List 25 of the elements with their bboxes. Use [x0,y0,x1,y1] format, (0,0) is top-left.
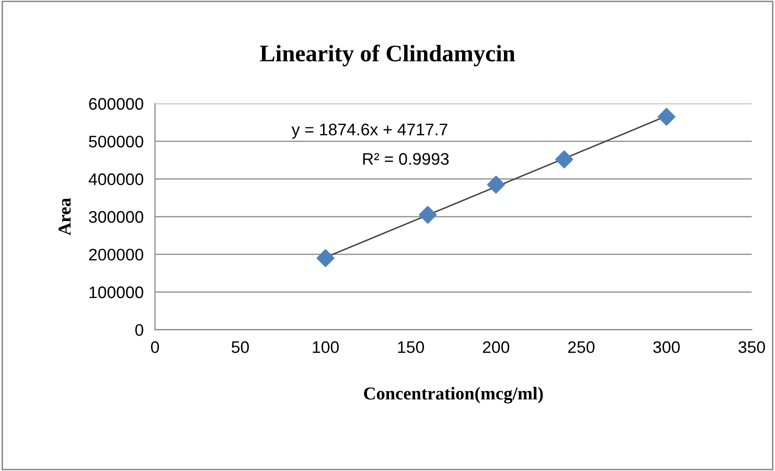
x-tick-label: 300 [653,341,680,354]
x-axis-title: Concentration(mcg/ml) [364,386,543,404]
y-tick-label: 100000 [90,286,144,298]
y-tick-label: 600000 [89,98,144,110]
y-tick-label: 500000 [88,136,144,148]
x-tick-label: 200 [482,341,510,354]
point [316,249,334,268]
chart-title: Linearity of Clindamycin [260,44,516,66]
y-axis-title: Area [58,198,71,236]
point [487,176,505,194]
y-tick-label: 300000 [88,211,144,223]
point [418,206,437,224]
y-tick-label: 0 [135,324,144,336]
point [658,108,676,126]
x-tick-label: 50 [232,341,249,354]
annotation: R² = 0.9993 [363,153,449,165]
x-tick-label: 100 [312,341,339,354]
y-tick-label: 200000 [89,248,144,261]
x-tick-label: 250 [568,341,595,354]
point [555,150,574,168]
annotation: y = 1874.6x + 4717.7 [292,124,448,139]
x-tick-label: 350 [738,341,766,354]
y-tick-label: 400000 [88,173,144,186]
x-tick-label: 150 [398,341,424,354]
x-tick-label: 0 [151,341,159,354]
